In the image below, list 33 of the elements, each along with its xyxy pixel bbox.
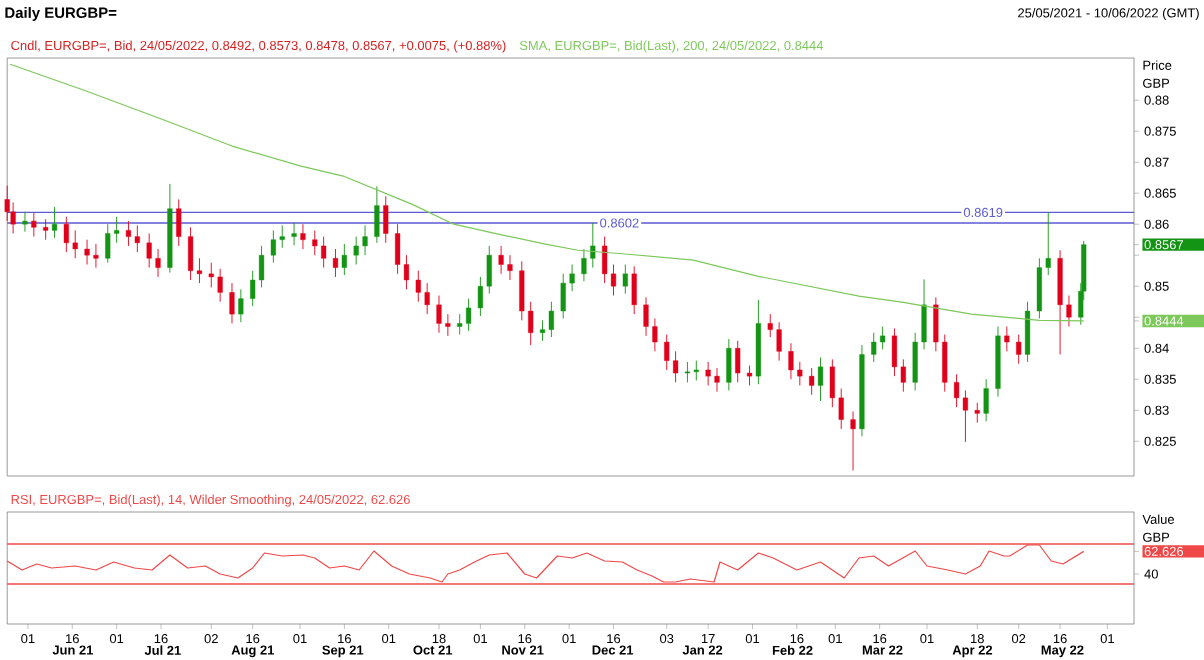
candlestick: [817, 357, 824, 402]
candlestick: [1004, 326, 1010, 352]
line-series: [9, 63, 1085, 322]
candlestick: [374, 185, 380, 244]
candlestick: [383, 195, 389, 244]
candlestick: [1024, 301, 1031, 363]
candlestick: [954, 373, 960, 408]
candlestick: [1016, 334, 1022, 365]
candlestick: [31, 212, 37, 238]
candlestick: [746, 365, 753, 386]
candlestick: [188, 226, 194, 281]
candlestick: [983, 378, 989, 422]
candlestick: [341, 243, 347, 276]
candlestick: [229, 282, 235, 324]
candlestick: [809, 367, 815, 396]
candlestick: [726, 338, 732, 391]
candlestick: [22, 211, 28, 233]
candlestick: [176, 198, 182, 247]
candlestick: [631, 265, 637, 315]
candlestick: [735, 340, 741, 383]
candlestick: [43, 218, 49, 241]
candlestick: [962, 389, 968, 443]
candlestick: [891, 327, 898, 377]
candlestick: [622, 264, 628, 295]
candlestick: [300, 223, 306, 250]
candlestick: [332, 248, 339, 278]
candlestick: [51, 206, 58, 239]
candlestick: [850, 411, 856, 471]
candlestick: [238, 288, 244, 323]
candlestick: [974, 402, 980, 424]
candlestick: [291, 222, 297, 246]
candlestick: [125, 220, 132, 247]
candlestick: [395, 223, 401, 275]
